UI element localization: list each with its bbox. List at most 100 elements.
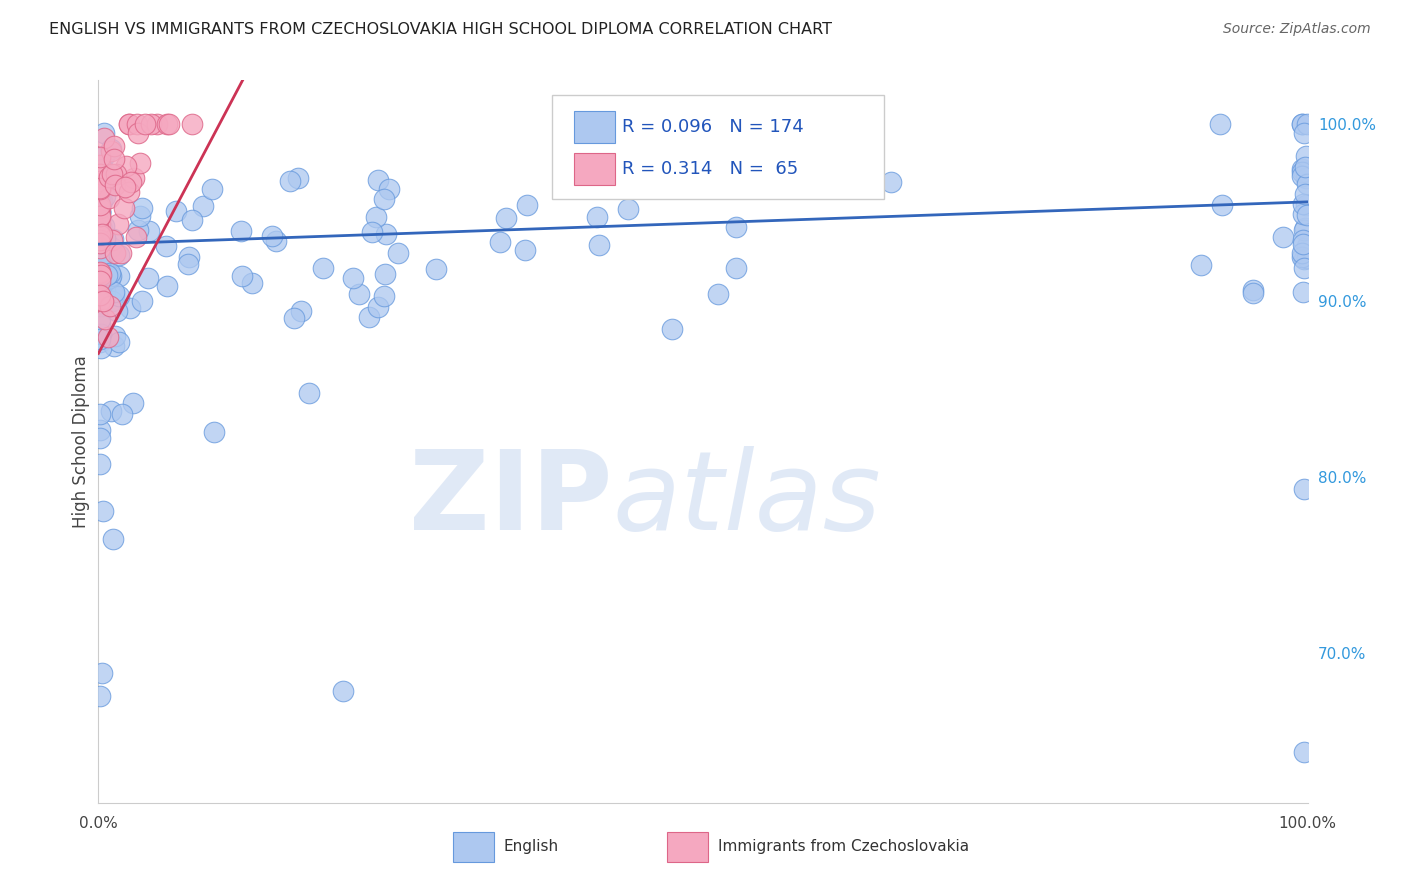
Point <box>103 139 125 153</box>
Point <box>679 141 702 155</box>
Point <box>101 232 124 246</box>
Point <box>585 211 607 225</box>
Point <box>90 327 112 342</box>
Point <box>1291 117 1313 131</box>
Point <box>89 334 111 349</box>
Point <box>131 293 153 308</box>
Point <box>89 689 111 703</box>
Point <box>645 160 668 174</box>
Y-axis label: High School Diploma: High School Diploma <box>72 355 90 528</box>
Point <box>488 235 510 250</box>
Point <box>89 289 111 303</box>
Point <box>100 234 122 248</box>
FancyBboxPatch shape <box>574 153 614 185</box>
Point <box>89 332 111 346</box>
Text: Immigrants from Czechoslovakia: Immigrants from Czechoslovakia <box>717 839 969 855</box>
Point <box>94 312 117 326</box>
Point <box>89 257 111 271</box>
Point <box>127 127 149 141</box>
Point <box>118 117 141 131</box>
Point <box>1292 237 1315 252</box>
Point <box>1291 246 1313 260</box>
Point <box>89 430 111 444</box>
Point <box>89 457 111 471</box>
Point <box>342 271 364 285</box>
Point <box>1296 177 1319 191</box>
Point <box>89 174 111 188</box>
Point <box>91 183 114 197</box>
Point <box>89 202 111 216</box>
Point <box>89 167 111 181</box>
Point <box>89 205 111 219</box>
FancyBboxPatch shape <box>453 831 494 862</box>
Point <box>89 227 111 242</box>
Point <box>89 296 111 310</box>
Point <box>89 317 111 331</box>
Point <box>89 252 111 267</box>
Point <box>375 227 398 242</box>
Point <box>1292 126 1315 140</box>
Point <box>146 117 169 131</box>
Point <box>1291 117 1313 131</box>
Point <box>131 201 153 215</box>
Point <box>1295 252 1317 266</box>
Text: R = 0.096   N = 174: R = 0.096 N = 174 <box>621 119 804 136</box>
Point <box>702 158 724 172</box>
FancyBboxPatch shape <box>574 112 614 143</box>
Point <box>112 202 135 216</box>
Point <box>104 178 127 193</box>
Point <box>128 156 150 170</box>
Point <box>1292 285 1315 299</box>
Point <box>90 169 112 184</box>
Point <box>1294 160 1316 174</box>
Point <box>156 117 179 131</box>
Point <box>93 149 115 163</box>
Point <box>89 227 111 242</box>
Point <box>262 228 284 243</box>
Point <box>89 150 111 164</box>
Text: ZIP: ZIP <box>409 446 613 553</box>
Point <box>177 257 200 271</box>
Point <box>103 246 125 260</box>
Point <box>101 167 124 181</box>
Point <box>93 189 115 203</box>
Point <box>725 220 748 235</box>
Point <box>93 162 115 177</box>
Point <box>298 386 321 401</box>
Point <box>231 269 253 284</box>
Point <box>1296 208 1319 222</box>
Point <box>1291 161 1313 176</box>
Point <box>91 504 114 518</box>
Point <box>367 173 389 187</box>
Point <box>229 224 252 238</box>
Point <box>89 273 111 287</box>
Point <box>100 269 122 284</box>
Point <box>89 287 111 301</box>
Point <box>91 222 114 236</box>
Point <box>367 300 389 314</box>
Point <box>89 225 111 239</box>
Point <box>89 252 111 267</box>
Point <box>134 117 156 131</box>
Point <box>104 168 127 182</box>
Point <box>1295 170 1317 185</box>
Point <box>103 339 125 353</box>
Point <box>111 408 134 422</box>
Point <box>378 181 401 195</box>
Point <box>89 217 111 231</box>
Point <box>89 251 111 265</box>
Point <box>1292 197 1315 211</box>
Point <box>91 293 114 308</box>
Point <box>93 174 115 188</box>
Point <box>110 246 132 260</box>
Point <box>1291 165 1313 179</box>
Point <box>695 171 717 186</box>
Point <box>89 407 111 421</box>
Point <box>118 301 141 315</box>
Point <box>89 291 111 305</box>
Point <box>105 304 128 318</box>
Point <box>114 159 136 173</box>
Point <box>101 532 124 546</box>
Point <box>89 294 111 309</box>
Point <box>97 170 120 185</box>
